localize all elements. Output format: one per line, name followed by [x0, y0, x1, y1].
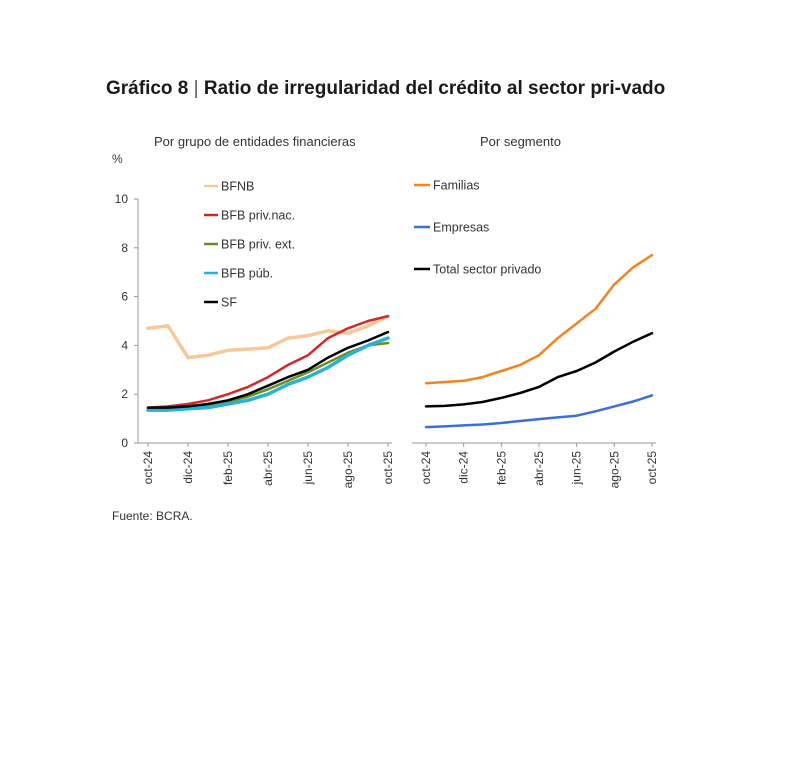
- chart-title: Gráfico 8 | Ratio de irregularidad del c…: [106, 77, 666, 101]
- chart-title-text: Ratio de irregularidad del crédito al se…: [203, 78, 666, 99]
- x-tick-label: dic-24: [181, 451, 195, 484]
- series-line-bfb-priv-nac-: [146, 314, 390, 409]
- x-tick-label: oct-24: [141, 451, 155, 485]
- legend-label: Empresas: [433, 221, 489, 235]
- legend-label: BFB priv. ext.: [221, 238, 295, 252]
- legend-label: BFB púb.: [221, 267, 273, 281]
- x-tick-label: dic-24: [457, 451, 471, 484]
- x-tick-label: oct-24: [419, 451, 433, 485]
- panel-title-segments: Por segmento: [480, 134, 561, 149]
- legend-label: Familias: [433, 179, 480, 193]
- legend-label: BFNB: [221, 180, 254, 194]
- y-tick-label: 2: [121, 387, 128, 401]
- y-tick-label: 8: [121, 241, 128, 255]
- y-tick-label: 4: [121, 338, 128, 352]
- title-separator: |: [193, 78, 199, 99]
- y-unit-label: %: [112, 152, 123, 166]
- series-line-bfb-p-b-: [146, 336, 390, 412]
- legend-label: Total sector privado: [433, 263, 541, 277]
- x-tick-label: feb-25: [494, 451, 508, 485]
- x-tick-label: abr-25: [532, 451, 546, 486]
- x-tick-label: oct-25: [381, 451, 395, 485]
- y-tick-label: 10: [115, 192, 129, 206]
- x-tick-label: ago-25: [607, 451, 621, 489]
- legend-label: BFB priv.nac.: [221, 209, 295, 223]
- series-line-total-sector-privado: [424, 331, 654, 408]
- y-tick-label: 6: [121, 290, 128, 304]
- series-line-empresas: [424, 394, 654, 429]
- x-tick-label: jun-25: [301, 451, 315, 486]
- panel-title-groups: Por grupo de entidades financieras: [154, 134, 356, 149]
- x-tick-label: jun-25: [570, 451, 584, 486]
- series-line-familias: [424, 253, 654, 385]
- x-tick-label: oct-25: [645, 451, 659, 485]
- chart-number: Gráfico 8: [106, 78, 189, 99]
- series-line-sf: [146, 330, 390, 409]
- y-tick-label: 0: [121, 436, 128, 450]
- series-line-bfnb: [146, 314, 390, 360]
- source-note: Fuente: BCRA.: [112, 509, 193, 523]
- x-tick-label: feb-25: [221, 451, 235, 485]
- x-tick-label: abr-25: [261, 451, 275, 486]
- legend-label: SF: [221, 296, 237, 310]
- x-tick-label: ago-25: [341, 451, 355, 489]
